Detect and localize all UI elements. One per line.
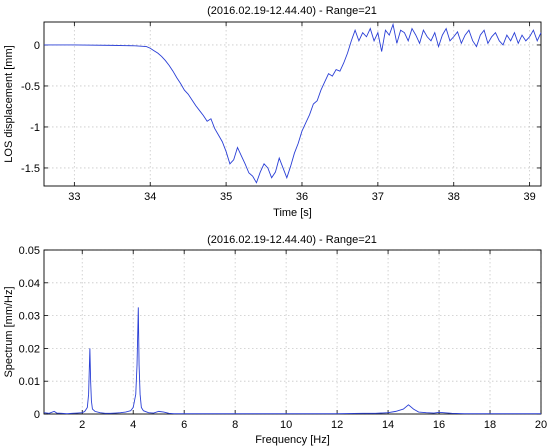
x-tick-label: 6	[181, 419, 187, 431]
x-tick-label: 16	[433, 419, 445, 431]
series-line	[43, 307, 541, 415]
y-axis-ticks: 0 -0.5 -1 -1.5	[21, 40, 541, 175]
x-tick-label: 10	[280, 419, 292, 431]
y-tick-label: -1.5	[21, 163, 40, 175]
x-tick-label: 39	[523, 191, 535, 203]
x-tick-label: 14	[382, 419, 394, 431]
plot-area	[43, 21, 542, 187]
time-series-chart: (2016.02.19-12.44.40) - Range=21 33 34 35 3…	[3, 5, 542, 219]
series-line	[44, 22, 542, 184]
y-tick-label: 0	[34, 40, 40, 52]
chart-title: (2016.02.19-12.44.40) - Range=21	[207, 5, 377, 17]
grid-lines	[44, 22, 541, 186]
y-axis-label: Spectrum [mm/Hz]	[3, 286, 15, 377]
y-tick-label: -0.5	[21, 81, 40, 93]
x-tick-label: 35	[220, 191, 232, 203]
y-tick-label: -1	[30, 122, 40, 134]
x-tick-label: 4	[130, 419, 136, 431]
x-axis-label: Frequency [Hz]	[255, 434, 330, 446]
x-axis-label: Time [s]	[273, 207, 312, 219]
x-tick-label: 12	[331, 419, 343, 431]
x-axis-ticks: 2 4 6 8 10 12 14 16 18 20	[79, 250, 547, 431]
x-tick-label: 33	[68, 191, 80, 203]
x-tick-label: 8	[232, 419, 238, 431]
x-axis-ticks: 33 34 35 36 37 38 39	[68, 22, 536, 203]
y-tick-label: 0.02	[19, 343, 40, 355]
x-tick-label: 20	[535, 419, 547, 431]
x-tick-label: 18	[484, 419, 496, 431]
spectrum-chart: (2016.02.19-12.44.40) - Range=21 2 4 6 8 10 1…	[3, 234, 547, 446]
chart-title: (2016.02.19-12.44.40) - Range=21	[207, 234, 377, 246]
y-tick-label: 0.01	[19, 376, 40, 388]
y-axis-ticks: 0 0.01 0.02 0.03 0.04 0.05	[19, 245, 541, 421]
x-tick-label: 37	[372, 191, 384, 203]
x-tick-label: 34	[144, 191, 156, 203]
plot-area	[43, 249, 542, 415]
y-tick-label: 0.04	[19, 278, 40, 290]
x-tick-label: 38	[448, 191, 460, 203]
grid-lines	[44, 249, 542, 415]
x-tick-label: 2	[79, 419, 85, 431]
y-tick-label: 0.03	[19, 311, 40, 323]
y-tick-label: 0	[34, 409, 40, 421]
y-tick-label: 0.05	[19, 245, 40, 257]
x-tick-label: 36	[296, 191, 308, 203]
y-axis-label: LOS displacement [mm]	[3, 45, 15, 162]
